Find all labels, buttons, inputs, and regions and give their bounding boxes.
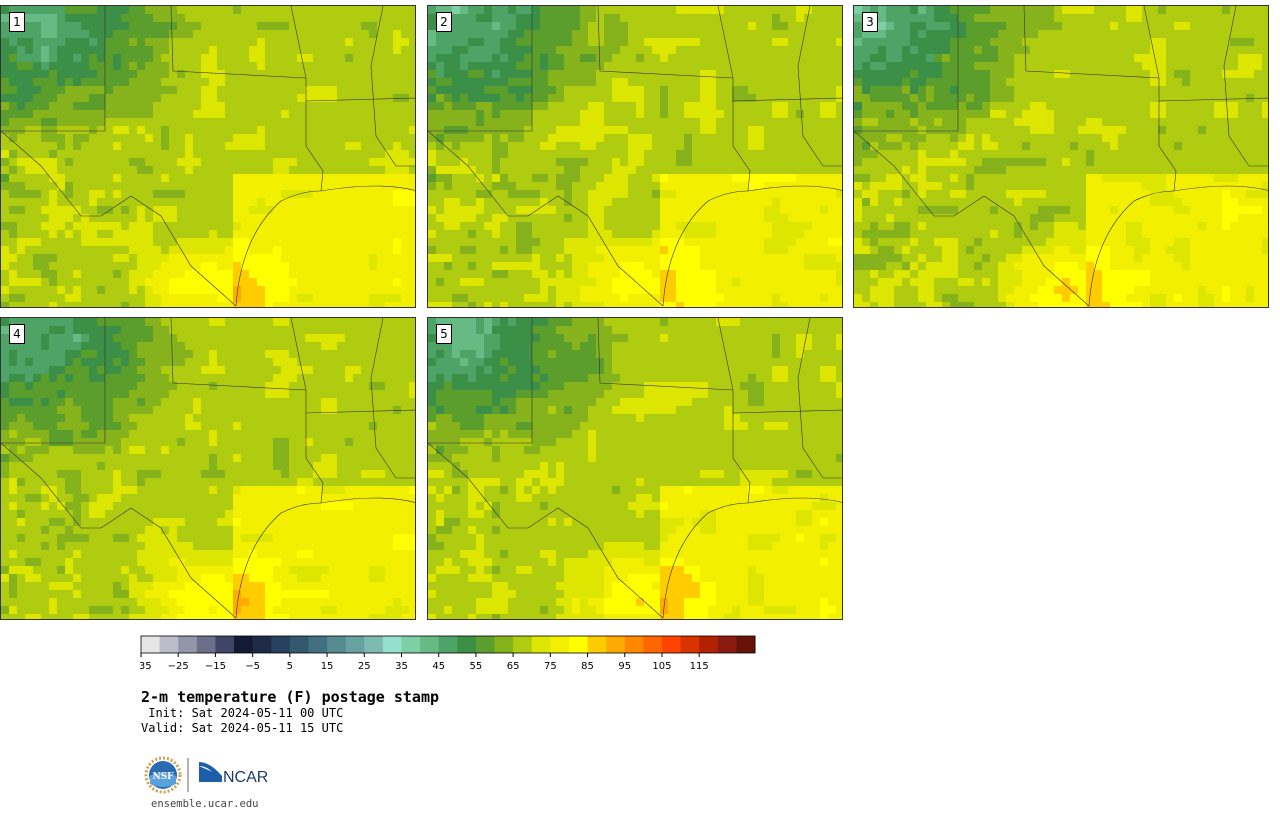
temperature-field <box>1 6 415 307</box>
temperature-field <box>1 318 415 619</box>
valid-time: Valid: Sat 2024-05-11 15 UTC <box>141 721 344 735</box>
colorbar-bin <box>606 636 626 653</box>
init-time: Init: Sat 2024-05-11 00 UTC <box>141 706 344 720</box>
temperature-field <box>428 318 842 619</box>
website-url: ensemble.ucar.edu <box>151 798 259 810</box>
colorbar-bin <box>159 636 179 653</box>
plot-title: 2-m temperature (F) postage stamp <box>141 688 440 706</box>
panel-number-label: 5 <box>436 324 452 344</box>
colorbar-bin <box>568 636 589 653</box>
colorbar-bin <box>475 636 496 653</box>
temperature-colorbar: −35 −25 −15 −5 5 15 25 35 45 55 65 75 85 95 105 115 <box>140 635 756 672</box>
colorbar-tick-label: 115 <box>690 661 709 672</box>
temperature-field <box>428 6 842 307</box>
colorbar-bin <box>717 636 737 653</box>
colorbar-tick-label: 105 <box>652 661 671 672</box>
colorbar-bin <box>494 636 514 653</box>
colorbar-tick-label: 55 <box>470 661 483 672</box>
nsf-logo-text: NSF <box>152 772 174 782</box>
colorbar-tick-label: −15 <box>205 661 226 672</box>
panel-number-label: 2 <box>436 12 452 32</box>
map-panel-3: 3 <box>853 5 1269 308</box>
ncar-logo-text: NCAR <box>223 769 268 786</box>
panel-number-label: 3 <box>862 12 878 32</box>
sponsor-logos: NSF NCAR <box>144 756 274 796</box>
map-panel-4: 4 <box>0 317 416 620</box>
colorbar-bin <box>382 636 402 653</box>
colorbar-tick-label: 5 <box>287 661 293 672</box>
colorbar-tick-label: 25 <box>358 661 371 672</box>
colorbar-bin <box>550 636 570 653</box>
colorbar-bin <box>513 636 533 653</box>
nsf-logo-icon: NSF <box>144 756 182 794</box>
colorbar-bin <box>736 636 756 653</box>
colorbar-bin <box>327 636 347 653</box>
colorbar-bin <box>234 636 254 653</box>
colorbar-bin <box>587 636 607 653</box>
colorbar-bin <box>289 636 309 653</box>
colorbar-bin <box>624 636 644 653</box>
colorbar-bin <box>308 636 328 653</box>
colorbar-tick-label: 45 <box>432 661 445 672</box>
colorbar-tick-label: 85 <box>581 661 594 672</box>
colorbar-bin <box>215 636 235 653</box>
colorbar-bin <box>661 636 682 653</box>
colorbar-bin <box>401 636 421 653</box>
colorbar-tick-label: −25 <box>168 661 189 672</box>
map-panel-5: 5 <box>427 317 843 620</box>
panel-number-label: 4 <box>9 324 25 344</box>
panel-number-label: 1 <box>9 12 25 32</box>
colorbar-bin <box>178 636 198 653</box>
temperature-field <box>854 6 1268 307</box>
colorbar-tick-label: −5 <box>245 661 260 672</box>
map-panel-2: 2 <box>427 5 843 308</box>
colorbar-bin <box>457 636 477 653</box>
map-panel-1: 1 <box>0 5 416 308</box>
colorbar-bin <box>271 636 291 653</box>
ncar-logo-icon: NCAR <box>199 762 268 786</box>
colorbar-bin <box>364 636 384 653</box>
colorbar-tick-label: 75 <box>544 661 557 672</box>
colorbar-bin <box>196 636 216 653</box>
colorbar-tick-label: −35 <box>140 661 152 672</box>
colorbar-bin <box>438 636 458 653</box>
colorbar-bin <box>345 636 365 653</box>
colorbar-bin <box>252 636 272 653</box>
colorbar-tick-label: 95 <box>618 661 631 672</box>
colorbar-tick-label: 15 <box>321 661 334 672</box>
colorbar-bin <box>141 636 161 653</box>
colorbar-bin <box>643 636 663 653</box>
colorbar-bin <box>680 636 700 653</box>
colorbar-tick-label: 35 <box>395 661 408 672</box>
colorbar-bin <box>531 636 551 653</box>
colorbar-bin <box>420 636 440 653</box>
colorbar-bin <box>699 636 719 653</box>
colorbar-tick-label: 65 <box>507 661 520 672</box>
